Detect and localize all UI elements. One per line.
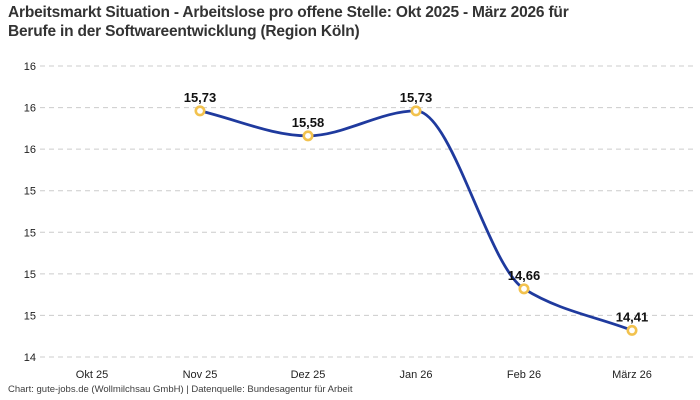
y-tick-label: 15 xyxy=(24,310,36,322)
chart-footer: Chart: gute-jobs.de (Wollmilchsau GmbH) … xyxy=(8,384,353,395)
data-point-marker xyxy=(518,283,530,295)
data-point-label: 14,66 xyxy=(508,268,541,283)
chart-title: Arbeitsmarkt Situation - Arbeitslose pro… xyxy=(8,3,696,41)
y-tick-label: 16 xyxy=(24,103,36,115)
y-tick-label: 15 xyxy=(24,269,36,281)
x-tick-label: Okt 25 xyxy=(76,369,108,381)
x-tick-label: März 26 xyxy=(612,369,652,381)
data-point-label: 15,58 xyxy=(292,115,325,130)
x-tick-label: Dez 25 xyxy=(291,369,326,381)
data-point-label: 14,41 xyxy=(616,309,649,324)
data-point-label: 15,73 xyxy=(184,90,217,105)
y-tick-label: 16 xyxy=(24,144,36,156)
y-tick-label: 15 xyxy=(24,227,36,239)
chart-title-line1: Arbeitsmarkt Situation - Arbeitslose pro… xyxy=(8,4,569,21)
data-point-marker xyxy=(626,324,638,336)
y-tick-label: 16 xyxy=(24,61,36,73)
x-tick-label: Jan 26 xyxy=(399,369,432,381)
data-point-marker xyxy=(410,105,422,117)
y-tick-label: 14 xyxy=(24,352,36,364)
y-tick-label: 15 xyxy=(24,186,36,198)
data-point-marker xyxy=(302,130,314,142)
series-line xyxy=(198,109,634,332)
chart-title-line2: Berufe in der Softwareentwicklung (Regio… xyxy=(8,23,360,40)
x-tick-label: Feb 26 xyxy=(507,369,541,381)
data-point-marker xyxy=(194,105,206,117)
data-point-label: 15,73 xyxy=(400,90,433,105)
x-tick-label: Nov 25 xyxy=(183,369,218,381)
